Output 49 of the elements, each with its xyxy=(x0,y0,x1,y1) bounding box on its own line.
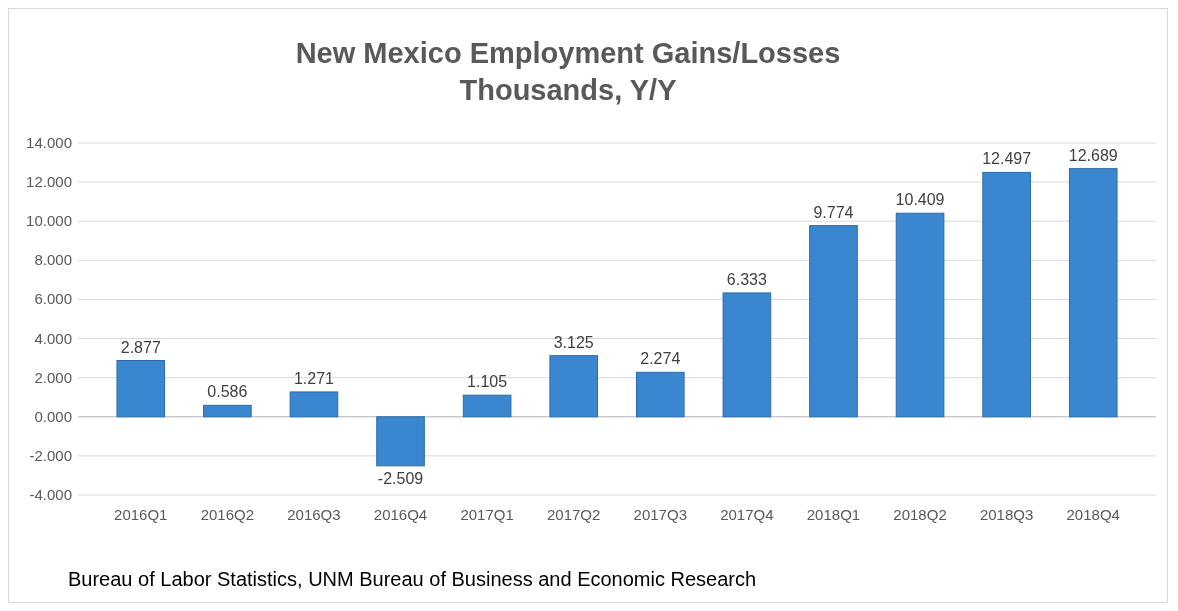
data-label: 12.497 xyxy=(982,150,1032,168)
x-tick-label: 2017Q1 xyxy=(460,506,514,523)
x-tick-label: 2017Q2 xyxy=(547,506,601,523)
bar xyxy=(722,292,772,418)
data-label: 0.586 xyxy=(207,383,248,401)
bar xyxy=(462,394,512,418)
data-label: 3.125 xyxy=(553,333,594,351)
y-tick-label: 4.000 xyxy=(34,329,72,347)
y-tick-label: 0.000 xyxy=(34,407,72,425)
bar xyxy=(289,391,339,418)
x-tick-label: 2018Q2 xyxy=(893,506,947,523)
bar xyxy=(549,355,599,418)
bar xyxy=(809,225,858,418)
x-tick-label: 2018Q1 xyxy=(806,506,861,523)
data-label: 2.877 xyxy=(120,338,161,356)
x-tick-label: 2016Q1 xyxy=(114,506,168,523)
data-label: 1.105 xyxy=(467,373,508,391)
bar xyxy=(203,404,252,418)
x-tick-label: 2017Q3 xyxy=(633,506,687,523)
data-label: 2.274 xyxy=(640,350,681,368)
bar xyxy=(982,171,1031,418)
y-tick-label: -2.000 xyxy=(29,446,72,464)
x-tick-label: 2018Q3 xyxy=(979,506,1034,523)
y-tick-label: 10.000 xyxy=(26,212,72,230)
chart-title: New Mexico Employment Gains/Losses xyxy=(295,37,841,69)
x-tick-label: 2016Q3 xyxy=(287,506,341,523)
x-tick-label: 2018Q4 xyxy=(1066,506,1120,523)
y-tick-label: 2.000 xyxy=(34,368,72,386)
y-tick-label: 12.000 xyxy=(26,173,72,191)
bar xyxy=(1068,168,1118,418)
data-label: 10.409 xyxy=(895,191,945,209)
data-label: 9.774 xyxy=(813,203,854,221)
data-label: -2.509 xyxy=(377,469,424,487)
bar xyxy=(895,212,945,418)
x-tick-label: 2016Q2 xyxy=(200,506,255,523)
data-label: 6.333 xyxy=(726,270,767,288)
data-label: 12.689 xyxy=(1068,146,1118,164)
bar xyxy=(635,371,685,418)
bar xyxy=(376,416,425,467)
y-tick-label: 14.000 xyxy=(26,134,72,151)
y-tick-label: -4.000 xyxy=(29,486,72,503)
x-tick-label: 2017Q4 xyxy=(720,506,774,523)
chart-subtitle: Thousands, Y/Y xyxy=(459,74,677,106)
y-tick-label: 6.000 xyxy=(34,290,72,308)
x-tick-label: 2016Q4 xyxy=(373,506,428,523)
y-tick-label: 8.000 xyxy=(34,251,72,269)
text: Bureau of Labor Statistics, UNM Bureau of Business and Economic Research xyxy=(68,568,757,590)
data-label: 1.271 xyxy=(293,369,335,387)
bar xyxy=(116,360,166,418)
